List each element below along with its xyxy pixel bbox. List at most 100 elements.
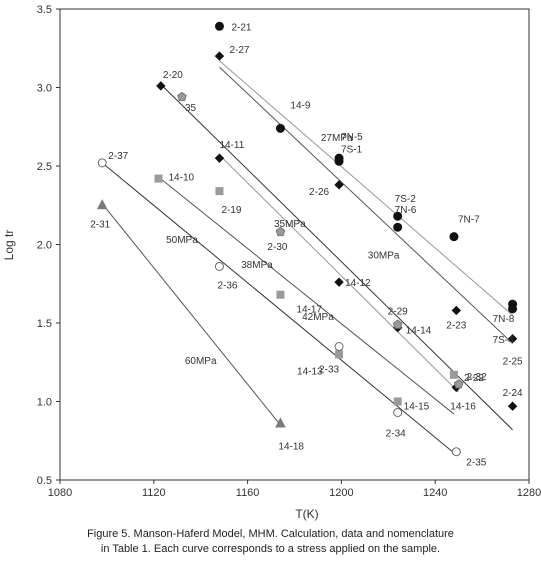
- open-circle-marker: [393, 407, 403, 417]
- point-label: 2-31: [90, 219, 110, 230]
- filled-circle-marker: [508, 304, 518, 314]
- gray-pentagon-marker: [392, 319, 403, 329]
- filled-diamond-marker: [156, 81, 166, 91]
- gray-square-marker: [154, 174, 163, 183]
- x-tick-label: 1200: [329, 487, 353, 499]
- curve-30mpa: [219, 66, 513, 344]
- point-label: 2-35: [466, 458, 486, 469]
- point-label: 7N-6: [395, 205, 417, 216]
- filled-diamond-marker: [334, 180, 344, 190]
- gray-pentagon-marker: [275, 226, 286, 237]
- point-label: 2-26: [309, 187, 329, 198]
- point-label: 7S-1: [341, 144, 363, 155]
- gray-square-marker: [335, 350, 344, 359]
- y-tick-label: 1.0: [37, 397, 52, 409]
- gray-square-marker: [276, 290, 285, 299]
- point-label: 14-17: [296, 305, 322, 316]
- curve-38mpa: [219, 154, 460, 393]
- curve-labels: 27MPa 30MPa 35MPa 38MPa 42MPa 50MPa 60MPa: [166, 133, 400, 367]
- filled-diamond-marker: [334, 277, 344, 287]
- curve-27mpa: [219, 60, 513, 316]
- point-label: 2-22: [464, 373, 484, 384]
- point-label: 7N-5: [341, 132, 363, 143]
- point-label: 7S-2: [395, 194, 417, 205]
- y-tick-label: 0.5: [37, 475, 52, 487]
- open-circle-marker: [334, 342, 344, 352]
- curve-60mpa: [101, 203, 281, 426]
- filled-circle-marker: [449, 232, 459, 242]
- point-label: 7N-7: [458, 215, 480, 226]
- gray-pentagon-marker: [177, 91, 187, 102]
- caption-line-2: in Table 1. Each curve corresponds to a …: [100, 543, 441, 555]
- point-label: 7N-8: [493, 314, 515, 325]
- point-label: 2-25: [503, 357, 523, 368]
- gray-square-marker: [449, 370, 458, 379]
- curve-label: 42MPa: [302, 312, 334, 323]
- point-label: 2-34: [386, 428, 406, 439]
- gray-triangle-marker: [96, 199, 108, 210]
- filled-circle-marker: [393, 222, 403, 232]
- y-tick-label: 3.5: [37, 4, 52, 16]
- curve-label: 60MPa: [185, 356, 217, 367]
- curve-label: 50MPa: [166, 235, 198, 246]
- point-label: 2-27: [229, 45, 249, 56]
- filled-diamond-marker: [214, 153, 225, 163]
- point-label: 2-36: [217, 280, 237, 291]
- point-label: 2-24: [503, 388, 523, 399]
- filled-circle-marker: [214, 21, 224, 31]
- point-label: 14-15: [404, 402, 430, 413]
- y-tick-label: 3.0: [37, 83, 52, 95]
- open-circle-marker: [97, 158, 107, 168]
- point-label: 35: [185, 103, 197, 114]
- filled-diamond-marker: [214, 51, 225, 61]
- y-tick-label: 1.5: [37, 318, 52, 330]
- y-tick-label: 2.0: [37, 240, 52, 252]
- point-label: 14-10: [168, 173, 194, 184]
- curve-label: 35MPa: [274, 219, 306, 230]
- point-label: 2-33: [319, 365, 339, 376]
- x-tick-label: 1160: [236, 487, 260, 499]
- data-markers: [96, 21, 518, 457]
- gray-triangle-marker: [275, 417, 286, 428]
- x-tick-label: 1240: [423, 487, 447, 499]
- curve-label: 27MPa: [321, 133, 353, 144]
- point-label: 2-32: [467, 372, 487, 383]
- point-label: 14-18: [278, 441, 304, 452]
- gray-square-marker: [393, 397, 402, 406]
- y-tick-label: 2.5: [37, 161, 52, 173]
- filled-circle-marker: [275, 123, 285, 133]
- point-label: 2-23: [446, 320, 466, 331]
- point-label: 2-29: [388, 307, 408, 318]
- point-label: 14-9: [290, 100, 310, 111]
- gray-square-marker: [215, 187, 224, 196]
- point-labels: 2-21 14-9 7N-57S-1 7S-27N-6 7N-7 7N-8 7S-4 2-27…: [90, 22, 523, 468]
- curve-label: 38MPa: [241, 260, 273, 271]
- caption-line-1: Figure 5. Manson-Haferd Model, MHM. Calc…: [87, 528, 454, 540]
- filled-diamond-marker: [507, 333, 518, 344]
- filled-circle-marker: [393, 211, 403, 221]
- x-tick-label: 1080: [48, 487, 72, 499]
- filled-circle-marker: [334, 156, 344, 166]
- point-label: 2-19: [221, 205, 241, 216]
- point-label: 14-13: [297, 366, 323, 377]
- x-axis-label: T(K): [295, 507, 318, 521]
- gray-pentagon-marker: [453, 379, 464, 389]
- x-tick-label: 1280: [517, 487, 541, 499]
- filled-diamond-marker: [451, 305, 462, 316]
- curve-42mpa: [158, 176, 455, 415]
- point-label: 7S-4: [493, 335, 515, 346]
- filled-diamond-marker: [507, 401, 518, 411]
- point-label: 14-12: [345, 278, 371, 289]
- open-circle-marker: [451, 447, 461, 457]
- point-label: 2-37: [108, 151, 128, 162]
- x-tick-label: 1120: [142, 487, 166, 499]
- point-label: 2-30: [267, 242, 287, 253]
- y-axis-label: Log tr: [2, 230, 16, 261]
- figure-caption: Figure 5. Manson-Haferd Model, MHM. Calc…: [0, 527, 541, 557]
- curve-label: 30MPa: [368, 251, 400, 262]
- point-label: 2-21: [231, 22, 251, 33]
- curve-50mpa: [101, 162, 457, 456]
- axes: 1080 1120 1160 1200 1240 1280 0.5 1.0 1.5 2.0 2.5 3…: [37, 4, 541, 499]
- stress-curves: [101, 60, 513, 456]
